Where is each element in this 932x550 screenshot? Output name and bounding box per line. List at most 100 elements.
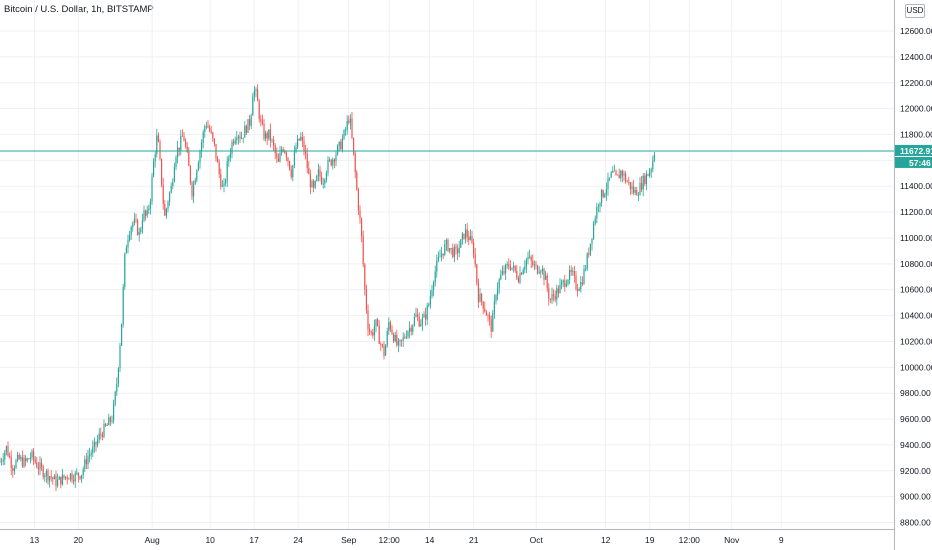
candle-body — [31, 451, 33, 458]
candle-body — [17, 454, 19, 461]
candle-body — [149, 201, 151, 209]
candle-body — [50, 476, 52, 478]
candle-body — [111, 420, 113, 422]
candle-body — [559, 284, 561, 294]
candle-body — [434, 271, 436, 283]
candle-body — [197, 162, 199, 171]
x-tick-label: 21 — [469, 535, 479, 545]
candle-body — [314, 180, 316, 188]
candle-body — [623, 173, 625, 176]
candle-body — [517, 278, 519, 283]
candle-body — [303, 140, 305, 152]
candle-body — [173, 167, 175, 182]
candle-body — [289, 161, 291, 170]
candle-body — [631, 186, 633, 190]
candle-body — [471, 236, 473, 243]
candle-body — [309, 174, 311, 188]
candle-body — [577, 288, 579, 291]
candle-body — [20, 457, 22, 459]
candle-body — [237, 136, 239, 138]
candle-body — [53, 475, 55, 480]
candle-body — [255, 89, 257, 92]
candle-body — [58, 476, 60, 480]
candle-body — [498, 279, 500, 289]
candle-body — [175, 157, 177, 168]
y-tick-label: 9800.00 — [900, 388, 931, 398]
candle-body — [441, 253, 443, 257]
candle-body — [138, 232, 140, 235]
candle-body — [642, 175, 644, 190]
y-tick-label: 10200.00 — [900, 336, 932, 346]
y-tick-label: 11200.00 — [900, 207, 932, 217]
candle-body — [513, 265, 515, 268]
y-tick-label: 10400.00 — [900, 311, 932, 321]
candle-body — [516, 270, 518, 279]
candle-body — [405, 336, 407, 338]
candle-body — [575, 275, 577, 289]
candle-body — [156, 135, 158, 155]
candle-body — [345, 129, 347, 131]
candle-body — [130, 227, 132, 235]
candle-body — [301, 136, 303, 141]
candle-body — [570, 270, 572, 272]
candle-body — [292, 165, 294, 178]
candle-body — [164, 203, 166, 216]
candle-body — [618, 175, 620, 179]
candle-body — [177, 147, 179, 158]
candle-body — [490, 318, 492, 332]
candle-body — [279, 153, 281, 162]
candle-body — [85, 459, 87, 465]
candle-body — [122, 287, 124, 324]
candle-body — [116, 383, 118, 392]
candle-body — [394, 334, 396, 342]
candle-body — [287, 157, 289, 162]
currency-button[interactable]: USD — [905, 4, 925, 18]
candle-body — [377, 319, 379, 326]
candle-body — [527, 257, 529, 260]
candle-body — [217, 158, 219, 163]
candle-body — [274, 145, 276, 154]
candle-body — [260, 118, 262, 121]
candle-body — [385, 345, 387, 356]
x-tick-label: Sep — [341, 535, 356, 545]
candle-body — [95, 441, 97, 445]
candle-body — [207, 126, 209, 128]
candle-body — [493, 300, 495, 314]
candle-body — [258, 101, 260, 119]
candle-body — [229, 153, 231, 158]
candle-body — [433, 282, 435, 291]
candle-body — [586, 253, 588, 270]
candle-body — [447, 239, 449, 251]
candle-body — [415, 314, 417, 317]
candle-body — [57, 479, 59, 487]
candle-body — [233, 141, 235, 144]
candle-body — [402, 337, 404, 341]
candle-body — [397, 341, 399, 346]
candle-body — [18, 454, 20, 459]
candle-body — [119, 345, 121, 369]
candle-body — [109, 417, 111, 422]
candle-body — [549, 298, 551, 300]
candle-body — [29, 457, 31, 459]
candle-body — [354, 153, 356, 173]
candle-body — [418, 316, 420, 327]
x-tick-label: Oct — [530, 535, 544, 545]
candle-body — [437, 256, 439, 261]
candle-body — [501, 271, 503, 275]
candle-body — [407, 331, 409, 337]
candle-body — [244, 125, 246, 138]
candle-body — [82, 469, 84, 476]
candle-body — [399, 339, 401, 342]
candle-body — [124, 253, 126, 288]
candle-body — [121, 323, 123, 346]
candle-body — [506, 264, 508, 266]
candle-body — [341, 138, 343, 150]
y-tick-label: 11400.00 — [900, 181, 932, 191]
candle-body — [108, 417, 110, 426]
candle-body — [313, 181, 315, 188]
candle-body — [65, 476, 67, 478]
candle-body — [540, 271, 542, 273]
candle-body — [284, 150, 286, 154]
candle-body — [564, 280, 566, 287]
